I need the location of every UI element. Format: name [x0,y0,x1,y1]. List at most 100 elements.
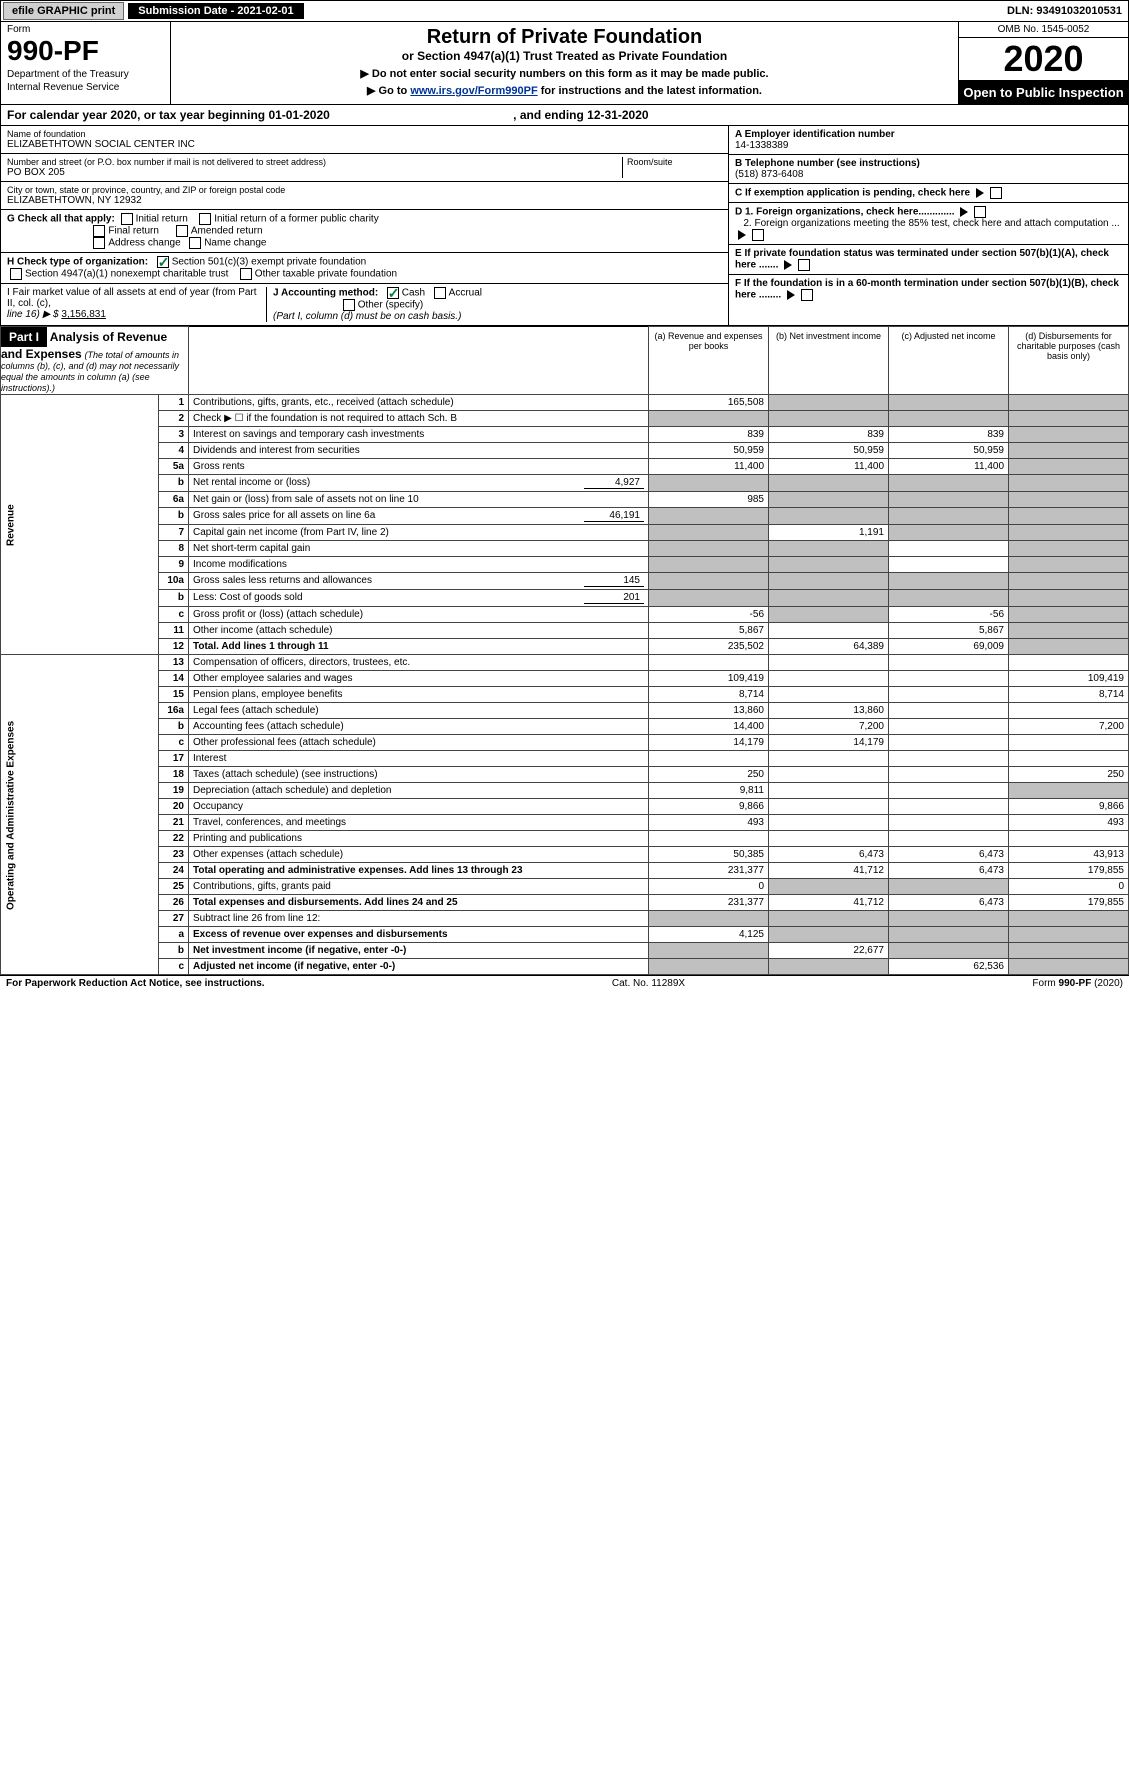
dln-text: DLN: 93491032010531 [1007,5,1128,17]
line-description: Compensation of officers, directors, tru… [189,655,649,671]
line-description: Net rental income or (loss)4,927 [189,475,649,492]
value-cell-d [1009,959,1129,975]
checkbox-e[interactable] [798,259,810,271]
form-subtitle: or Section 4947(a)(1) Trust Treated as P… [175,49,954,63]
g-opt-0: Initial return [136,214,188,225]
value-cell-a: 985 [649,492,769,508]
value-cell-a: 50,959 [649,443,769,459]
value-cell-c [889,703,1009,719]
addr-label: Number and street (or P.O. box number if… [7,157,622,167]
checkbox-d2[interactable] [752,229,764,241]
line-description: Pension plans, employee benefits [189,687,649,703]
value-cell-d [1009,943,1129,959]
table-row: 25Contributions, gifts, grants paid00 [1,879,1129,895]
top-bar: efile GRAPHIC print Submission Date - 20… [0,0,1129,22]
value-cell-b [769,590,889,607]
value-cell-d [1009,475,1129,492]
part1-badge: Part I [1,327,47,347]
header-right: OMB No. 1545-0052 2020 Open to Public In… [958,22,1128,104]
checkbox-name-change[interactable] [189,237,201,249]
table-row: bAccounting fees (attach schedule)14,400… [1,719,1129,735]
checkbox-final-return[interactable] [93,225,105,237]
value-cell-a: 231,377 [649,895,769,911]
value-cell-d [1009,927,1129,943]
table-row: 26Total expenses and disbursements. Add … [1,895,1129,911]
checkbox-other-taxable[interactable] [240,268,252,280]
line-description: Gross sales less returns and allowances1… [189,573,649,590]
value-cell-c: 839 [889,427,1009,443]
table-row: 12Total. Add lines 1 through 11235,50264… [1,639,1129,655]
value-cell-c [889,687,1009,703]
value-cell-d [1009,783,1129,799]
checkbox-4947[interactable] [10,268,22,280]
value-cell-a: -56 [649,607,769,623]
checkbox-d1[interactable] [974,206,986,218]
line-description: Dividends and interest from securities [189,443,649,459]
checkbox-c[interactable] [990,187,1002,199]
line-number: 18 [159,767,189,783]
checkbox-f[interactable] [801,289,813,301]
value-cell-c [889,492,1009,508]
value-cell-b [769,541,889,557]
submission-date-badge: Submission Date - 2021-02-01 [128,3,303,19]
line-description: Check ▶ ☐ if the foundation is not requi… [189,411,649,427]
c-cell: C If exemption application is pending, c… [729,184,1128,203]
value-cell-b: 11,400 [769,459,889,475]
value-cell-d [1009,607,1129,623]
line-number: c [159,735,189,751]
value-cell-b: 64,389 [769,639,889,655]
checkbox-amended[interactable] [176,225,188,237]
value-cell-a: 9,811 [649,783,769,799]
value-cell-c [889,799,1009,815]
line-description: Total expenses and disbursements. Add li… [189,895,649,911]
checkbox-initial-return[interactable] [121,213,133,225]
checkbox-501c3[interactable] [157,256,169,268]
efile-print-button[interactable]: efile GRAPHIC print [3,2,124,20]
value-cell-a [649,943,769,959]
checkbox-other-method[interactable] [343,299,355,311]
value-cell-c [889,411,1009,427]
table-row: 20Occupancy9,8669,866 [1,799,1129,815]
value-cell-b [769,623,889,639]
value-cell-c: 50,959 [889,443,1009,459]
line-description: Income modifications [189,557,649,573]
value-cell-d [1009,508,1129,525]
inline-value: 4,927 [584,477,644,489]
value-cell-c [889,767,1009,783]
value-cell-b [769,687,889,703]
value-cell-d [1009,735,1129,751]
form-note-2: ▶ Go to www.irs.gov/Form990PF for instru… [175,84,954,97]
value-cell-b: 22,677 [769,943,889,959]
value-cell-b [769,671,889,687]
line-description: Legal fees (attach schedule) [189,703,649,719]
checkbox-initial-former[interactable] [199,213,211,225]
value-cell-c [889,475,1009,492]
value-cell-d: 250 [1009,767,1129,783]
value-cell-b [769,573,889,590]
value-cell-c [889,508,1009,525]
value-cell-d [1009,541,1129,557]
h-opt-2: Section 4947(a)(1) nonexempt charitable … [25,269,228,280]
line-description: Other expenses (attach schedule) [189,847,649,863]
tax-year: 2020 [959,38,1128,81]
value-cell-c [889,719,1009,735]
inline-value: 46,191 [584,510,644,522]
checkbox-address-change[interactable] [93,237,105,249]
value-cell-d [1009,443,1129,459]
phone-label: B Telephone number (see instructions) [735,158,920,169]
value-cell-a: 0 [649,879,769,895]
line-number: b [159,719,189,735]
checkbox-accrual[interactable] [434,287,446,299]
table-row: cGross profit or (loss) (attach schedule… [1,607,1129,623]
value-cell-d: 493 [1009,815,1129,831]
checkbox-cash[interactable] [387,287,399,299]
table-row: 7Capital gain net income (from Part IV, … [1,525,1129,541]
value-cell-a: 109,419 [649,671,769,687]
value-cell-b [769,767,889,783]
value-cell-a: 5,867 [649,623,769,639]
arrow-icon [960,207,968,217]
value-cell-a [649,573,769,590]
value-cell-b [769,557,889,573]
value-cell-c [889,671,1009,687]
irs-link[interactable]: www.irs.gov/Form990PF [410,85,537,97]
